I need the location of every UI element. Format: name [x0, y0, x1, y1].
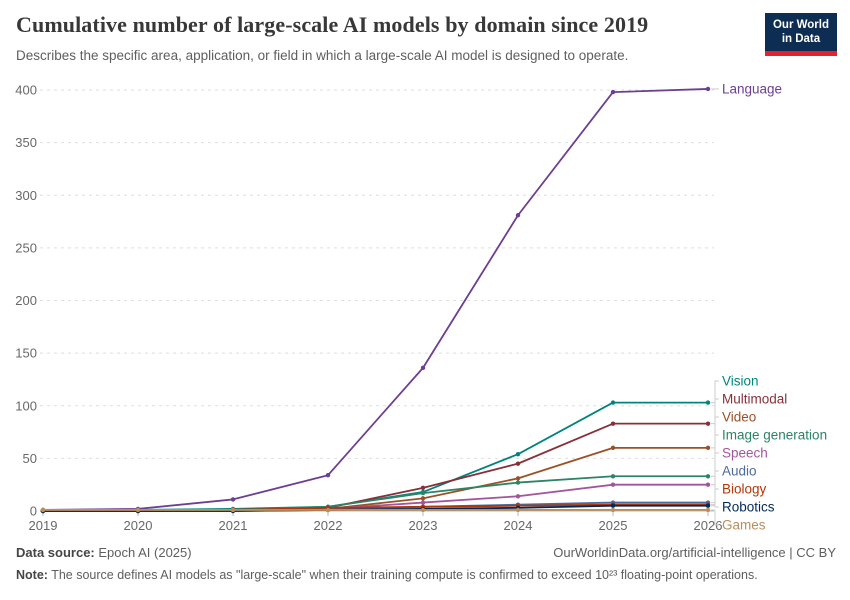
- legend-connector: [711, 509, 719, 526]
- data-point: [420, 496, 426, 501]
- series-line-multimodal[interactable]: [43, 422, 708, 512]
- data-point: [325, 507, 331, 513]
- page-title: Cumulative number of large-scale AI mode…: [16, 12, 649, 37]
- y-tick-label: 250: [15, 240, 37, 255]
- data-point: [230, 497, 236, 502]
- data-source-value: Epoch AI (2025): [94, 545, 192, 560]
- legend-label-biology[interactable]: Biology: [722, 482, 767, 497]
- data-point: [705, 474, 711, 479]
- data-point: [420, 365, 426, 371]
- y-tick-label: 200: [15, 293, 37, 308]
- series-line-vision[interactable]: [43, 401, 708, 511]
- data-point: [705, 421, 711, 426]
- line-chart: 0 50 100 150 200 250 300 350 400 2019 2020 2021 2022…: [15, 81, 827, 533]
- series-line-language[interactable]: [42, 88, 709, 511]
- data-source-label: Data source:: [16, 545, 95, 560]
- legend-connector: [711, 488, 719, 506]
- data-point: [610, 507, 616, 513]
- y-tick-label: 150: [15, 346, 37, 361]
- legend-connector: [711, 452, 719, 486]
- owid-logo-line2: in Data: [781, 33, 821, 46]
- data-point: [515, 461, 521, 466]
- data-point: [705, 445, 711, 451]
- legend-connector: [711, 416, 719, 449]
- x-tick-label: 2024: [504, 518, 533, 533]
- x-tick-label: 2023: [409, 518, 438, 533]
- data-point: [325, 473, 331, 478]
- legend-connector: [711, 380, 719, 404]
- data-point: [705, 503, 711, 508]
- data-point: [420, 500, 426, 505]
- x-tick-label: 2021: [219, 518, 248, 533]
- data-point: [515, 494, 521, 499]
- legend-connector: [711, 398, 719, 425]
- legend-label-vision[interactable]: Vision: [722, 374, 759, 389]
- legend-label-speech[interactable]: Speech: [722, 446, 768, 461]
- chart-note-value: The source defines AI models as "large-s…: [47, 568, 758, 582]
- data-point: [420, 490, 426, 496]
- data-point: [230, 507, 236, 513]
- data-point: [515, 213, 521, 218]
- data-point: [40, 507, 46, 513]
- data-point: [705, 482, 711, 487]
- credit-link[interactable]: OurWorldinData.org/artificial-intelligen…: [553, 545, 836, 560]
- data-point: [705, 400, 711, 405]
- legend-connector: [711, 470, 719, 504]
- data-point: [705, 507, 711, 513]
- data-point: [515, 476, 521, 481]
- x-tick-label: 2020: [124, 518, 153, 533]
- y-tick-label: 100: [15, 398, 37, 413]
- data-point: [610, 421, 616, 426]
- y-tick-label: 300: [15, 188, 37, 203]
- series-line-video[interactable]: [43, 446, 708, 512]
- data-point: [515, 480, 521, 485]
- data-point: [610, 482, 616, 487]
- legend-label-image-generation[interactable]: Image generation: [722, 428, 827, 443]
- y-tick-label: 400: [15, 83, 37, 98]
- data-point: [610, 89, 616, 95]
- owid-logo: Our World in Data: [764, 13, 837, 56]
- legend-label-robotics[interactable]: Robotics: [722, 500, 775, 515]
- y-tick-label: 0: [30, 504, 37, 519]
- data-point: [610, 474, 616, 479]
- y-tick-label: 50: [23, 451, 37, 466]
- x-tick-label: 2022: [314, 518, 343, 533]
- data-point: [420, 485, 426, 491]
- chart-subtitle: Describes the specific area, application…: [16, 48, 629, 63]
- data-point: [420, 507, 426, 513]
- data-point: [135, 507, 141, 513]
- chart-note: Note: The source defines AI models as "l…: [16, 568, 758, 582]
- legend-label-video[interactable]: Video: [722, 410, 756, 425]
- legend-label-audio[interactable]: Audio: [722, 464, 757, 479]
- data-point: [610, 503, 616, 508]
- data-point: [515, 451, 521, 457]
- legend-label-games[interactable]: Games: [722, 518, 766, 533]
- legend-label-language[interactable]: Language: [722, 81, 782, 96]
- x-tick-label: 2025: [599, 518, 628, 533]
- data-point: [610, 445, 616, 451]
- data-source: Data source: Epoch AI (2025): [16, 545, 192, 560]
- data-point: [610, 400, 616, 405]
- owid-logo-line1: Our World: [772, 19, 829, 31]
- data-point: [515, 507, 521, 513]
- y-tick-label: 350: [15, 135, 37, 150]
- data-point: [705, 86, 711, 92]
- legend-connector: [711, 505, 719, 508]
- legend-label-multimodal[interactable]: Multimodal: [722, 392, 787, 407]
- chart-note-label: Note:: [16, 568, 48, 582]
- x-tick-label: 2019: [29, 518, 58, 533]
